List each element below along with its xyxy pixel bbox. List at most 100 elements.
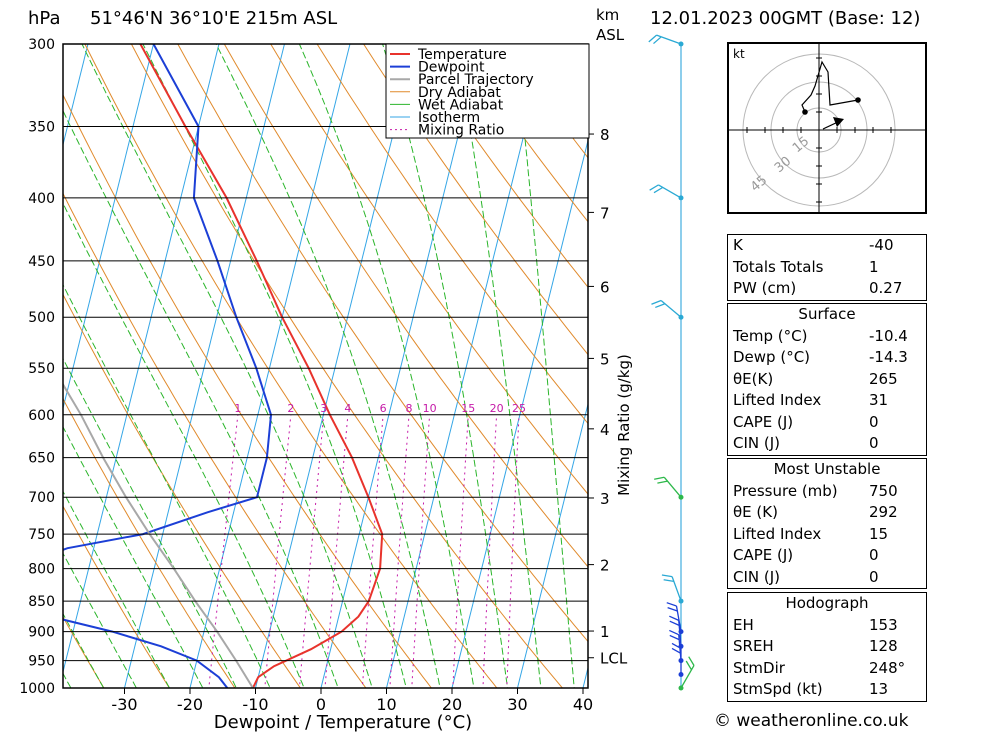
mixing-ratio-label: 1: [234, 402, 241, 415]
km-tick-label: 1: [600, 623, 610, 641]
km-tick-label: 7: [600, 204, 610, 222]
surface-row: Temp (°C) -10.4: [733, 326, 908, 345]
pressure-unit-label: hPa: [28, 8, 61, 29]
km-tick-label: 8: [600, 126, 610, 144]
dry-adiabat-line: [409, 44, 588, 289]
legend-entry: Isotherm: [418, 110, 480, 126]
index-row-pw: PW (cm) 0.27: [728, 278, 926, 300]
isotherm-line: [63, 44, 154, 411]
hodograph-unit-label: kt: [733, 47, 745, 61]
wet-adiabat-line: [63, 552, 137, 688]
pressure-tick-label: 850: [28, 594, 55, 610]
x-tick-label: -20: [177, 695, 203, 714]
pressure-tick-label: 800: [28, 562, 55, 578]
isotherm-line: [63, 44, 89, 147]
mu-row: Lifted Index 15: [733, 524, 889, 543]
pressure-tick-label: 950: [28, 654, 55, 670]
plot-frame: [62, 43, 589, 689]
mixing-ratio-label: 25: [512, 402, 526, 415]
wet-adiabat-line: [63, 357, 237, 688]
legend-entry: Parcel Trajectory: [418, 72, 534, 88]
wet-adiabat-line: [382, 44, 509, 688]
series-parcel-trajectory: [63, 382, 254, 688]
pressure-tick-label: 600: [28, 408, 55, 424]
index-value: 1: [869, 257, 879, 276]
wind-barb: [671, 642, 682, 675]
wet-adiabat-line: [142, 44, 407, 688]
index-row-k: K -40: [728, 235, 926, 257]
mixing-ratio-label: 4: [344, 402, 351, 415]
x-tick-label: 10: [376, 695, 396, 714]
legend-entry: Mixing Ratio: [418, 123, 504, 139]
x-tick-label: -10: [242, 695, 268, 714]
asl-label: ASL: [596, 26, 625, 44]
isotherm-line: [123, 44, 285, 688]
surface-row: Lifted Index 31: [733, 391, 889, 409]
pressure-tick-label: 650: [28, 451, 55, 467]
pressure-tick-label: 900: [28, 625, 55, 641]
km-tick-label: 6: [600, 278, 610, 296]
pressure-tick-label: 1000: [19, 681, 55, 697]
mixing-ratio-label: 2: [287, 402, 294, 415]
surface-row: CAPE (J) 0: [733, 412, 879, 431]
credit-text[interactable]: © weatheronline.co.uk: [714, 711, 909, 731]
hodograph-trace: [801, 60, 859, 113]
mixing-ratio-line: [411, 414, 431, 688]
mixing-ratio-line: [324, 414, 349, 688]
series-dewpoint: [63, 44, 273, 688]
wind-barb: [654, 476, 682, 498]
legend-entry: Wet Adiabat: [418, 97, 504, 113]
wet-adiabat-line: [63, 612, 105, 688]
mixing-ratio-label: 10: [423, 402, 437, 415]
pressure-tick-label: 500: [28, 310, 55, 326]
km-tick-label: 3: [600, 490, 610, 508]
hodo-row: StmDir 248°: [733, 658, 906, 677]
mu-row: θE (K) 292: [733, 503, 898, 521]
pressure-tick-label: 550: [28, 361, 55, 377]
location-title: 51°46'N 36°10'E 215m ASL: [90, 8, 338, 29]
index-row-totals: Totals Totals 1: [728, 257, 926, 279]
dry-adiabat-line: [455, 44, 588, 223]
pressure-tick-label: 450: [28, 254, 55, 270]
hodo-row: StmSpd (kt) 13: [733, 680, 889, 698]
most-unstable-table: Most Unstable Pressure (mb) 750 θE (K) 292…: [727, 458, 927, 589]
mixing-ratio-line: [482, 414, 498, 688]
hodograph-point: [855, 97, 861, 103]
index-label: Totals Totals: [733, 257, 824, 276]
surface-row: Dewp (°C) -14.3: [733, 348, 908, 366]
pressure-tick-label: 750: [28, 527, 55, 543]
dry-adiabat-line: [63, 93, 433, 688]
wet-adiabat-line: [454, 44, 542, 688]
isotherm-line: [63, 44, 220, 674]
wet-adiabat-line: [514, 44, 575, 688]
isotherm-line: [451, 138, 588, 688]
series-temperature: [139, 44, 384, 688]
km-tick-label: 4: [600, 421, 610, 439]
wind-barb: [680, 656, 695, 689]
storm-motion-arrowhead: [833, 117, 844, 127]
legend-entry: Dry Adiabat: [418, 85, 501, 101]
dry-adiabat-line: [63, 505, 170, 688]
mixing-ratio-line: [452, 414, 469, 688]
km-unit-label: km: [596, 6, 620, 24]
mixing-ratio-label: 6: [380, 402, 387, 415]
x-axis-title: Dewpoint / Temperature (°C): [214, 712, 472, 733]
pressure-tick-label: 400: [28, 191, 55, 207]
hodo-row: SREH 128: [733, 637, 898, 655]
mixing-ratio-line: [298, 414, 325, 688]
index-label: PW (cm): [733, 279, 797, 297]
wet-adiabat-line: [81, 44, 373, 688]
mixing-ratio-line: [506, 414, 520, 688]
mixing-ratio-label: 15: [461, 402, 475, 415]
dry-adiabat-line: [63, 615, 105, 688]
mu-row: CIN (J) 0: [733, 567, 879, 586]
wind-barb: [649, 184, 682, 199]
hodograph-title: Hodograph: [785, 594, 869, 612]
wet-adiabat-line: [63, 109, 339, 688]
x-tick-label: -30: [111, 695, 137, 714]
mu-row: CAPE (J) 0: [733, 546, 879, 564]
mixing-ratio-label: 3: [320, 402, 327, 415]
most-unstable-title: Most Unstable: [773, 460, 881, 478]
legend-entry: Dewpoint: [418, 60, 485, 76]
